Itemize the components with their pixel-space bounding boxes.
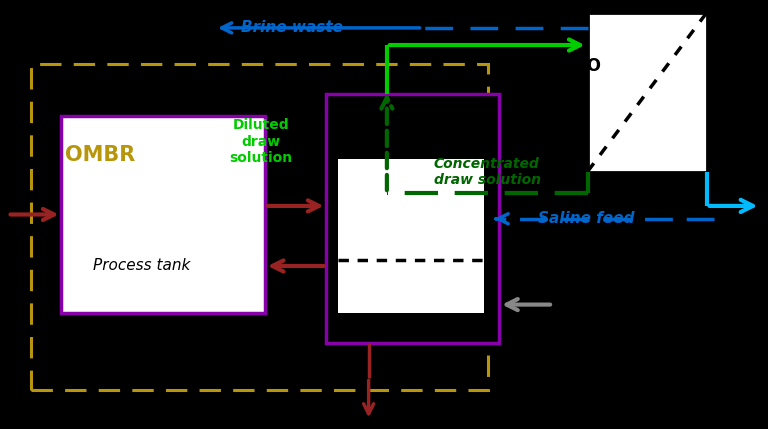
Text: RO: RO <box>574 57 601 76</box>
Text: Concentrated
draw solution: Concentrated draw solution <box>434 157 541 187</box>
Text: Process tank: Process tank <box>94 259 190 273</box>
Text: Saline feed: Saline feed <box>538 211 634 226</box>
Text: Diluted
draw
solution: Diluted draw solution <box>230 118 293 165</box>
Bar <box>31 64 488 390</box>
Text: OMBR: OMBR <box>65 145 135 165</box>
Bar <box>326 94 499 343</box>
Bar <box>61 116 265 313</box>
Text: FO: FO <box>342 111 367 129</box>
Text: Brine waste: Brine waste <box>241 21 343 35</box>
Bar <box>338 159 484 313</box>
Bar <box>588 13 707 172</box>
